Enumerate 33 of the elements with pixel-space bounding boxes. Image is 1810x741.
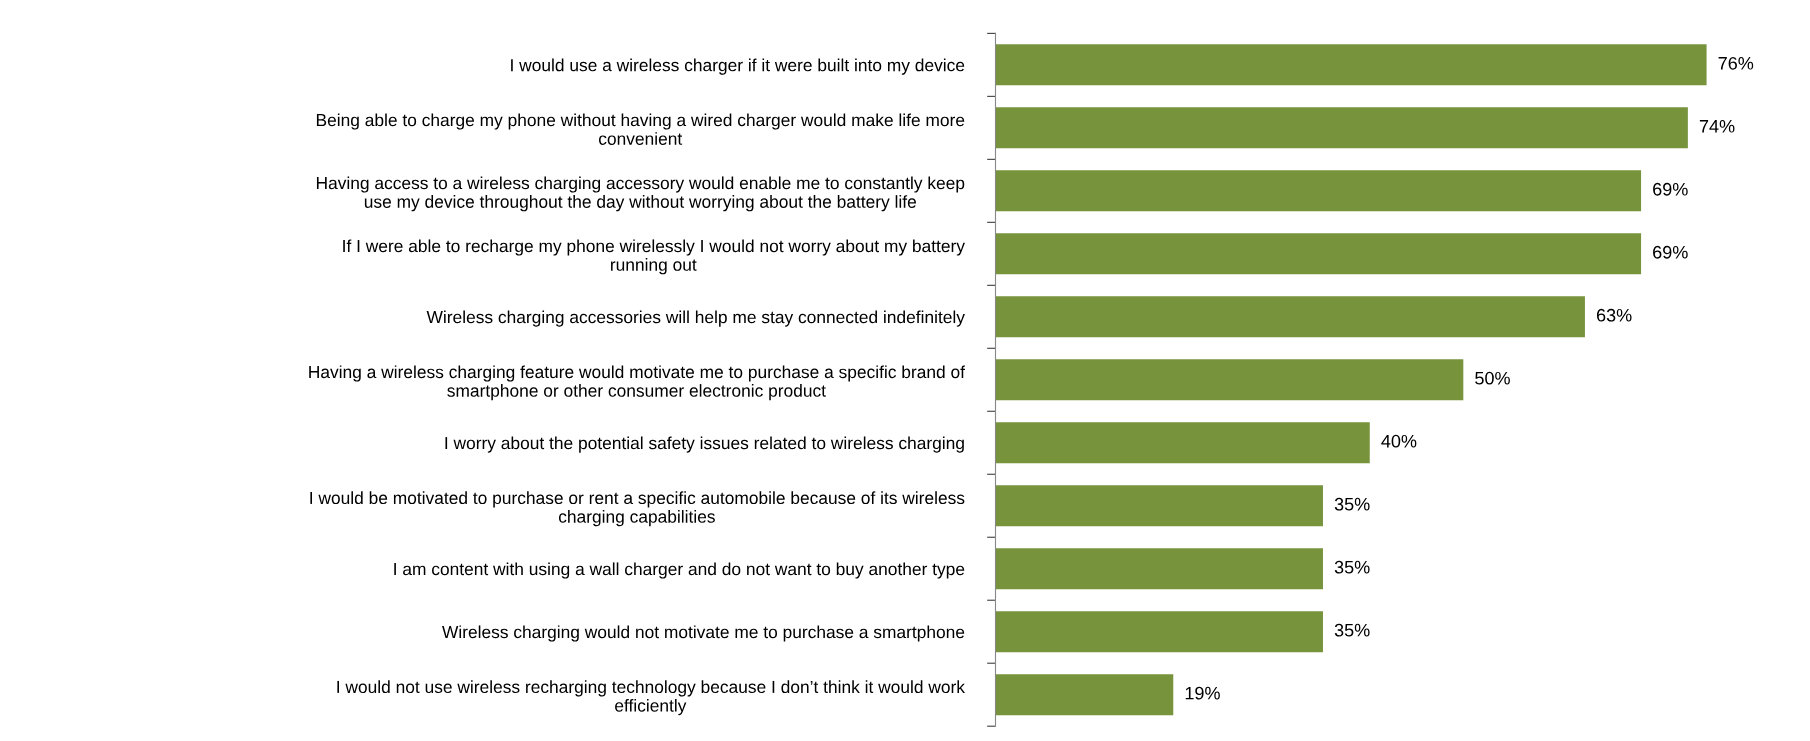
data-label: 69%	[1653, 245, 1688, 259]
bar	[995, 170, 1642, 212]
y-tick-label: I worry about the potential safety issues related to wireless charging	[445, 436, 964, 453]
data-label: 35%	[1334, 497, 1370, 511]
bar	[995, 485, 1323, 527]
y-tick-label: I am content with using a wall charger and do not want to buy another type	[394, 562, 965, 579]
data-label: 35%	[1334, 623, 1370, 637]
y-tick-label: If I were able to recharge my phone wirelessly I would not worry about my battery running out	[343, 239, 965, 275]
y-tick-label: I would not use wireless recharging technology because I don’t think it would work efficiently	[337, 680, 966, 716]
bar	[995, 233, 1642, 275]
data-label: 19%	[1185, 686, 1220, 700]
y-tick-label: Being able to charge my phone without having a wired charger would make life more convenient	[316, 113, 965, 145]
bar	[995, 611, 1323, 653]
y-tick-label: I would use a wireless charger if it were built into my device	[511, 58, 965, 75]
y-tick-label: Wireless charging accessories will help me stay connected indefinitely	[426, 310, 965, 327]
bar	[995, 359, 1464, 401]
data-label: 35%	[1334, 560, 1370, 574]
data-label: 40%	[1381, 434, 1417, 448]
data-label: 76%	[1718, 56, 1754, 70]
y-tick-label: Wireless charging would not motivate me to purchase a smartphone	[442, 625, 965, 642]
data-label: 50%	[1475, 371, 1510, 385]
bar	[995, 548, 1323, 590]
bar	[995, 107, 1688, 149]
bar	[995, 296, 1585, 338]
y-tick-label: Having access to a wireless charging accessory would enable me to constantly keep use my device throughout the day without worrying about the battery life	[316, 176, 965, 212]
y-tick-label: I would be motivated to purchase or rent a specific automobile because of its wireless charging capabilities	[310, 491, 965, 527]
data-label: 74%	[1699, 119, 1735, 133]
data-label: 69%	[1653, 182, 1688, 196]
data-label: 63%	[1596, 308, 1632, 322]
y-tick-label: Having a wireless charging feature would motivate me to purchase a specific brand of smartphone or other consumer electronic product	[309, 365, 966, 401]
bar	[995, 44, 1707, 86]
bar	[995, 422, 1370, 464]
bar	[995, 674, 1174, 716]
